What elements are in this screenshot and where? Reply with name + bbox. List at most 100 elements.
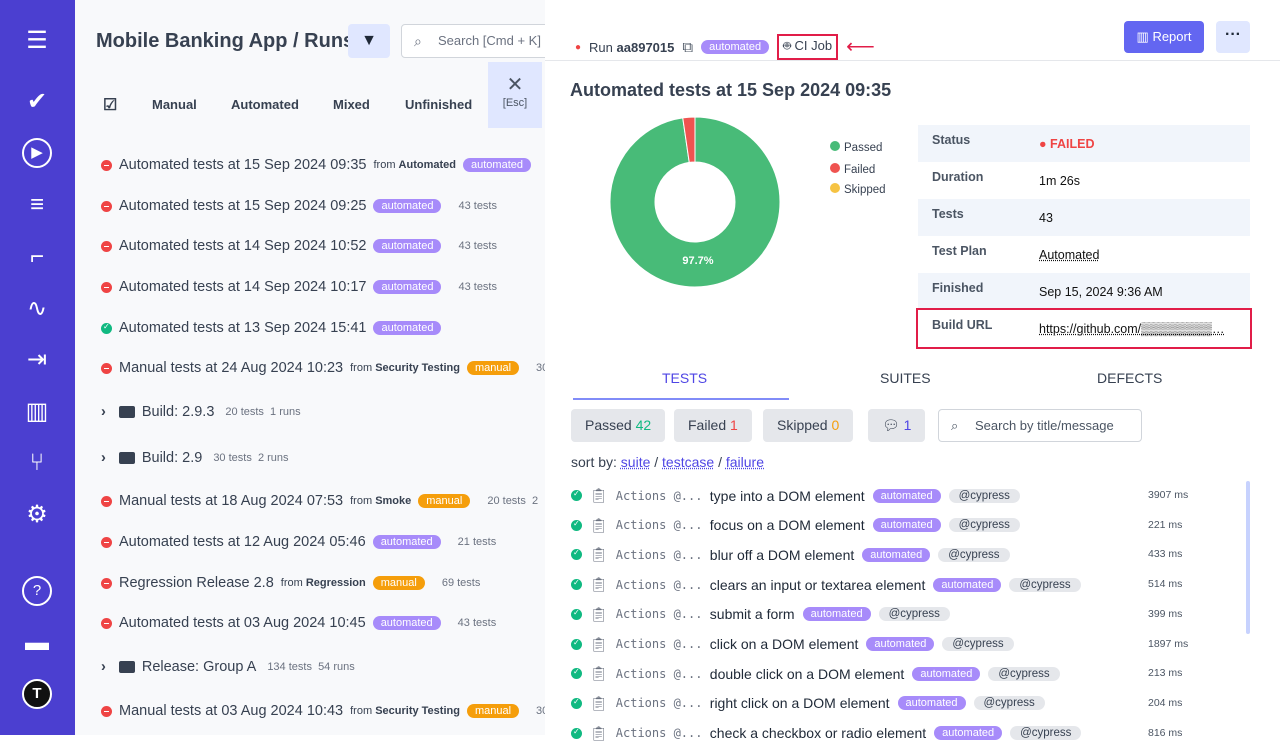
- project-name[interactable]: Mobile Banking App: [96, 30, 288, 52]
- legend-failed: Failed: [830, 159, 886, 181]
- test-type-badge: automated: [802, 607, 871, 622]
- sidebar: ☰ ✔ ▶ ≡ ⌐ ∿ ⇥ ▥ ⑂ ⚙? ▬ T: [0, 0, 75, 735]
- run-type-badge: automated: [372, 535, 441, 549]
- run-item[interactable]: Manual tests at 18 Aug 2024 07:53 from Sm…: [101, 493, 538, 509]
- test-title: submit a form: [709, 606, 795, 623]
- run-item[interactable]: Automated tests at 14 Sep 2024 10:52 auto…: [101, 238, 497, 254]
- test-type-badge: automated: [934, 726, 1003, 741]
- filter-skipped[interactable]: Skipped 0: [763, 409, 854, 442]
- sort-testcase[interactable]: testcase: [662, 454, 715, 470]
- test-row[interactable]: 📋︎ Actions @... clears an input or textare…: [571, 576, 1081, 593]
- run-group[interactable]: › Build: 2.9.3 20 tests 1 runs: [101, 404, 301, 420]
- run-title: Automated tests at 15 Sep 2024 09:35: [119, 157, 367, 173]
- chevron-right-icon[interactable]: ›: [101, 404, 106, 420]
- play-icon[interactable]: ▶: [22, 138, 52, 168]
- run-group[interactable]: › Release: Group A 134 tests 54 runs: [101, 659, 355, 675]
- tab-mixed[interactable]: Mixed: [333, 97, 370, 112]
- steps-icon[interactable]: ⌐: [29, 243, 44, 270]
- scrollbar[interactable]: [1246, 481, 1250, 634]
- run-source: from Security Testing: [350, 705, 460, 717]
- run-source: from Smoke: [350, 495, 412, 507]
- status-dot: ●: [575, 41, 582, 53]
- clipboard-icon: 📋︎: [590, 546, 608, 563]
- test-title: click on a DOM element: [709, 636, 859, 652]
- check-icon[interactable]: ✔: [26, 88, 48, 115]
- run-item[interactable]: Automated tests at 15 Sep 2024 09:25 auto…: [101, 198, 497, 214]
- sort-failure[interactable]: failure: [725, 454, 764, 470]
- tab-defects[interactable]: DEFECTS: [1097, 370, 1163, 386]
- donut-slice-failed[interactable]: [682, 116, 696, 163]
- gear-icon[interactable]: ⚙: [26, 501, 48, 528]
- filter-button[interactable]: ▼: [348, 24, 390, 58]
- menu-icon[interactable]: ☰: [26, 27, 48, 54]
- run-item[interactable]: Manual tests at 03 Aug 2024 10:43 from Se…: [101, 703, 545, 719]
- import-icon[interactable]: ⇥: [26, 346, 48, 373]
- close-button[interactable]: ✕ [Esc]: [488, 62, 542, 128]
- test-row[interactable]: 📋︎ Actions @... focus on a DOM element auto…: [571, 517, 1020, 534]
- tab-unfinished[interactable]: Unfinished: [405, 97, 473, 112]
- run-item[interactable]: Automated tests at 03 Aug 2024 10:45 auto…: [101, 615, 496, 631]
- test-duration: 399 ms: [1148, 607, 1183, 620]
- tab-manual[interactable]: Manual: [152, 97, 197, 112]
- info-label: Tests: [932, 206, 964, 221]
- donut-slice-passed[interactable]: [609, 116, 781, 288]
- failed-status-icon: [101, 240, 112, 252]
- help-icon[interactable]: ?: [22, 576, 52, 606]
- test-row[interactable]: 📋︎ Actions @... double click on a DOM elem…: [571, 665, 1060, 682]
- tab-suites[interactable]: SUITES: [880, 370, 931, 386]
- info-label: Test Plan: [932, 243, 987, 258]
- more-options-button[interactable]: ···: [1216, 21, 1250, 53]
- group-meta: 20 tests 1 runs: [225, 406, 301, 418]
- run-type-badge: manual: [372, 576, 425, 590]
- tab-automated[interactable]: Automated: [231, 97, 299, 112]
- passed-status-icon: [571, 608, 582, 620]
- pulse-icon[interactable]: ∿: [26, 295, 48, 322]
- run-group[interactable]: › Build: 2.9 30 tests 2 runs: [101, 450, 289, 466]
- ci-job-link[interactable]: 🤖︎ CI Job: [777, 34, 839, 60]
- info-value[interactable]: Automated: [1039, 247, 1100, 262]
- filter-comments[interactable]: 💬︎ 1: [868, 409, 926, 442]
- report-button[interactable]: ▥ Report: [1124, 21, 1204, 53]
- test-row[interactable]: 📋︎ Actions @... click on a DOM element auto…: [571, 636, 1014, 653]
- branch-icon[interactable]: ⑂: [29, 449, 45, 476]
- tab-tests[interactable]: TESTS: [662, 370, 708, 386]
- select-checkbox-icon[interactable]: ☑: [103, 97, 118, 114]
- run-item[interactable]: Automated tests at 12 Aug 2024 05:46 auto…: [101, 534, 496, 550]
- copy-icon[interactable]: ⧉: [682, 38, 694, 56]
- chart-icon[interactable]: ▥: [25, 398, 49, 425]
- runs-panel: Mobile Banking App / Runs ▼ ⌕ Search [Cmd…: [75, 0, 545, 735]
- chevron-right-icon[interactable]: ›: [101, 450, 106, 466]
- search-input[interactable]: ⌕ Search [Cmd + K]: [401, 24, 545, 58]
- test-row[interactable]: 📋︎ Actions @... blur off a DOM element auto…: [571, 546, 1010, 563]
- test-duration: 816 ms: [1148, 726, 1183, 739]
- filter-passed[interactable]: Passed 42: [571, 409, 666, 442]
- run-detail: ● Run aa897015 ⧉ automated 🤖︎ CI Job ⟵ ▥…: [545, 0, 1280, 741]
- info-row-duration: Duration 1m 26s: [918, 162, 1250, 199]
- clipboard-icon: 📋︎: [590, 665, 608, 682]
- chevron-right-icon[interactable]: ›: [101, 659, 106, 675]
- info-value[interactable]: https://github.com/▒▒▒▒▒▒▒▒…: [1039, 321, 1225, 336]
- test-tag: @cypress: [878, 607, 950, 622]
- test-row[interactable]: 📋︎ Actions @... right click on a DOM eleme…: [571, 695, 1045, 712]
- test-row[interactable]: 📋︎ Actions @... check a checkbox or radio …: [571, 725, 1082, 742]
- run-item[interactable]: Regression Release 2.8 from Regression man…: [101, 575, 480, 591]
- run-item[interactable]: Automated tests at 15 Sep 2024 09:35 from…: [101, 157, 531, 173]
- run-source: from Regression: [280, 577, 366, 589]
- test-search-input[interactable]: ⌕ Search by title/message: [938, 409, 1142, 442]
- run-item[interactable]: Automated tests at 13 Sep 2024 15:41 auto…: [101, 320, 442, 336]
- list-check-icon[interactable]: ≡: [29, 191, 44, 218]
- test-row[interactable]: 📋︎ Actions @... type into a DOM element aut…: [571, 487, 1020, 504]
- run-type-badge: manual: [418, 494, 471, 508]
- run-item[interactable]: Automated tests at 14 Sep 2024 10:17 auto…: [101, 279, 497, 295]
- run-item[interactable]: Manual tests at 24 Aug 2024 10:23 from Se…: [101, 360, 545, 376]
- test-row[interactable]: 📋︎ Actions @... submit a form automated @cyp…: [571, 606, 950, 623]
- filter-failed[interactable]: Failed 1: [674, 409, 752, 442]
- test-title: double click on a DOM element: [709, 665, 905, 682]
- test-tag: @cypress: [948, 518, 1020, 533]
- passed-status-icon: [571, 667, 582, 680]
- run-type-badge: automated: [373, 199, 442, 213]
- logo-icon[interactable]: T: [22, 679, 52, 709]
- folder-icon[interactable]: ▬: [25, 629, 49, 656]
- test-type-badge: automated: [862, 547, 931, 562]
- sort-suite[interactable]: suite: [620, 454, 651, 470]
